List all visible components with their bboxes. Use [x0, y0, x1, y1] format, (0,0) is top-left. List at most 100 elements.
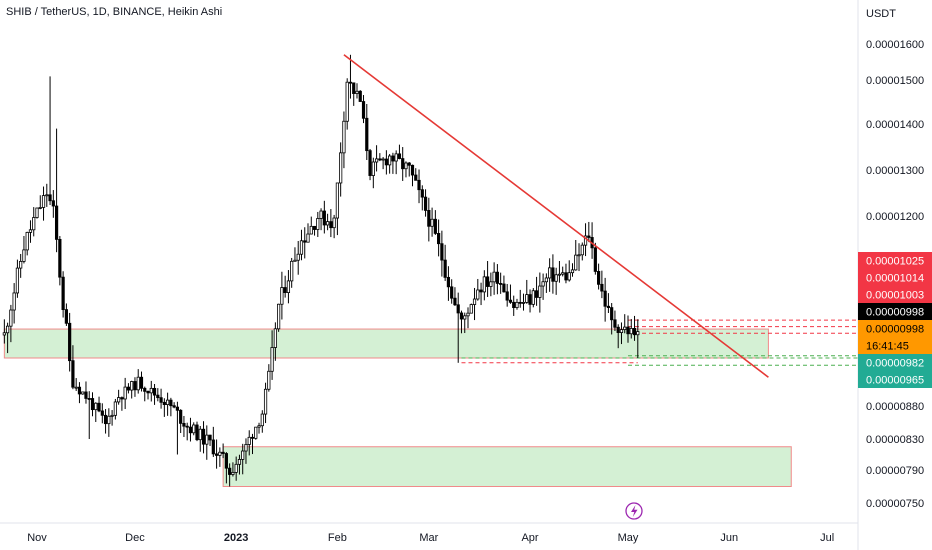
- candle: [613, 310, 617, 332]
- price-tag-label: 0.00000998: [866, 324, 924, 336]
- candle: [499, 272, 503, 294]
- candle: [71, 345, 75, 390]
- price-tick-label: 0.00001200: [866, 211, 924, 223]
- candle: [531, 288, 535, 308]
- candle: [61, 271, 65, 318]
- candle: [41, 186, 46, 221]
- candle: [68, 312, 72, 372]
- candle: [593, 242, 597, 275]
- candle: [358, 90, 362, 102]
- price-tick-label: 0.00000880: [866, 401, 924, 413]
- candle: [388, 153, 392, 174]
- candle: [146, 390, 150, 400]
- candle: [423, 189, 428, 217]
- candle: [557, 261, 562, 283]
- candle: [241, 443, 245, 475]
- candle: [466, 307, 470, 329]
- candle: [9, 304, 13, 343]
- candle: [326, 213, 330, 231]
- candle: [580, 242, 584, 261]
- zones-layer: [3, 328, 792, 487]
- candle: [626, 315, 630, 343]
- candle: [260, 410, 264, 433]
- currency-label: USDT: [866, 8, 896, 20]
- candle: [306, 223, 310, 243]
- candle: [459, 310, 464, 334]
- candle: [123, 377, 127, 410]
- candle: [391, 152, 395, 174]
- candle: [228, 463, 232, 487]
- candle: [303, 227, 307, 259]
- candle: [525, 279, 529, 304]
- price-tick-label: 0.00001300: [866, 165, 924, 177]
- candle: [211, 426, 215, 457]
- candle: [156, 388, 160, 402]
- time-tick-label: Jun: [720, 532, 738, 544]
- candle: [152, 383, 157, 405]
- candle: [534, 276, 539, 306]
- trendline-layer[interactable]: [343, 54, 769, 378]
- candle: [332, 214, 336, 239]
- candle: [521, 293, 526, 311]
- price-tag: 0.00001003: [858, 286, 932, 303]
- candle: [290, 257, 294, 288]
- time-tick-label: Nov: [27, 532, 47, 544]
- candle: [277, 303, 281, 332]
- candle: [250, 433, 255, 455]
- candle: [554, 267, 558, 295]
- candle: [567, 260, 571, 282]
- candle: [502, 275, 506, 293]
- candle: [420, 185, 424, 211]
- candle: [244, 438, 248, 464]
- candle: [319, 208, 323, 231]
- price-tag-label: 0.00001025: [866, 256, 924, 268]
- price-axis[interactable]: 0.00001600 0.00001500 0.00001400 0.00001300…: [866, 39, 924, 510]
- candle: [606, 293, 611, 313]
- time-axis[interactable]: Nov Dec 2023 Feb Mar Apr May Jun Jul: [27, 532, 834, 544]
- candle: [515, 298, 519, 310]
- candle: [548, 258, 552, 292]
- price-tags: 0.00001025 0.00001014 0.00001003 0.00000998…: [858, 252, 932, 388]
- candle: [476, 278, 480, 301]
- dividend-marker[interactable]: [625, 502, 643, 520]
- candle: [64, 303, 68, 326]
- price-tag-label: 0.00001014: [866, 273, 924, 285]
- candle: [495, 264, 499, 295]
- candle: [355, 83, 359, 99]
- candle: [433, 210, 437, 235]
- support-zone-1[interactable]: [3, 328, 769, 359]
- candle: [100, 403, 104, 424]
- candle: [90, 392, 95, 417]
- support-zone-2[interactable]: [222, 446, 792, 487]
- candle: [48, 76, 52, 206]
- candle: [25, 231, 29, 256]
- candle: [417, 169, 421, 204]
- candle: [58, 236, 62, 286]
- price-tag-label: 0.00000998: [866, 307, 924, 319]
- candle: [410, 164, 415, 187]
- candle: [205, 425, 209, 460]
- descending-trendline[interactable]: [343, 54, 769, 378]
- candle: [365, 103, 369, 161]
- candle: [397, 144, 402, 160]
- symbol-title[interactable]: SHIB / TetherUS, 1D, BINANCE, Heikin Ash…: [6, 6, 223, 18]
- candle: [489, 272, 493, 297]
- candle: [139, 371, 144, 392]
- candle: [600, 270, 604, 299]
- price-tag: 0.00000982: [858, 354, 932, 371]
- candle: [136, 369, 140, 394]
- candle: [629, 319, 633, 339]
- price-tag: 0.00001025: [858, 252, 932, 269]
- candle: [195, 421, 199, 442]
- candle: [512, 295, 516, 316]
- candle: [126, 383, 131, 394]
- candle: [35, 207, 39, 219]
- candle: [192, 422, 196, 436]
- candle: [597, 263, 601, 290]
- candle: [130, 380, 134, 399]
- candle: [371, 157, 375, 189]
- candle: [378, 153, 382, 162]
- candle: [544, 273, 548, 293]
- candle: [414, 168, 418, 181]
